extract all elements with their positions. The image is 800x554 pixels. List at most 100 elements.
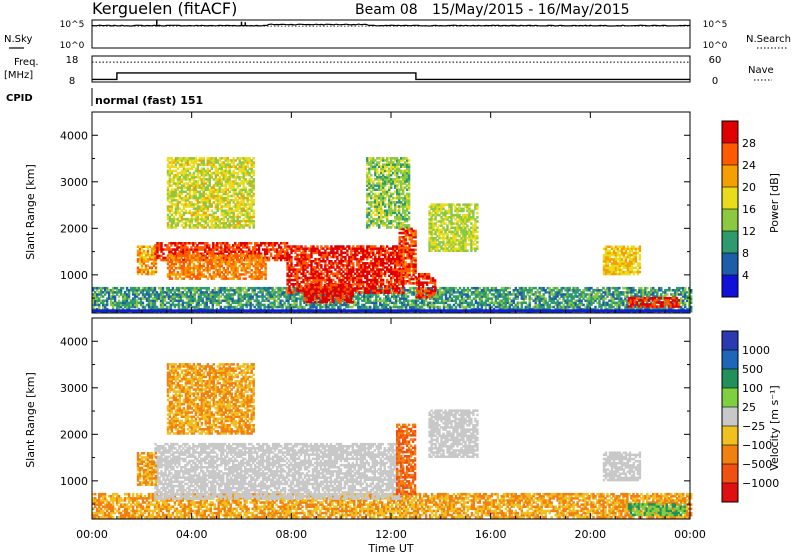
data-cell xyxy=(94,299,97,302)
data-cell xyxy=(191,289,195,292)
data-cell xyxy=(163,299,167,302)
data-cell xyxy=(227,297,230,300)
data-cell xyxy=(177,286,181,290)
data-cell xyxy=(125,299,129,302)
data-cell xyxy=(213,291,216,294)
data-cell xyxy=(151,289,155,292)
data-cell xyxy=(187,297,191,300)
data-cell xyxy=(345,283,349,287)
data-cell xyxy=(215,291,218,294)
data-cell xyxy=(187,289,191,292)
data-cell xyxy=(121,301,125,305)
frequency-line xyxy=(92,72,690,81)
data-cell xyxy=(165,295,169,298)
data-cell xyxy=(181,286,185,290)
data-cell xyxy=(169,299,173,302)
data-cell xyxy=(111,293,115,296)
data-cell xyxy=(133,286,137,290)
data-cell xyxy=(109,299,113,302)
data-cell xyxy=(129,303,133,307)
data-cell xyxy=(225,286,228,290)
data-cell xyxy=(141,303,145,307)
freq-units: [MHz] xyxy=(4,70,33,81)
data-cell xyxy=(127,307,131,311)
data-cell xyxy=(235,286,238,290)
data-cell xyxy=(233,305,236,309)
frequency-panel xyxy=(91,55,691,83)
data-cell xyxy=(135,289,139,292)
data-cell xyxy=(235,301,238,305)
data-cell xyxy=(153,291,157,294)
data-cell xyxy=(167,301,171,305)
data-cell xyxy=(191,293,195,296)
data-cell xyxy=(145,299,149,302)
data-cell xyxy=(201,291,204,294)
data-cell xyxy=(237,307,240,311)
data-cell xyxy=(133,305,137,309)
data-cell xyxy=(233,301,236,305)
data-cell xyxy=(98,303,101,307)
data-cell xyxy=(205,297,208,300)
data-cell xyxy=(133,299,137,302)
data-cell xyxy=(157,293,161,296)
data-cell xyxy=(199,291,202,294)
data-cell xyxy=(219,291,222,294)
data-cell xyxy=(147,286,151,290)
beam-label: Beam 08 xyxy=(355,2,418,18)
data-cell xyxy=(155,293,159,296)
data-cell xyxy=(203,291,206,294)
data-cell xyxy=(161,303,165,307)
data-cell xyxy=(193,293,197,296)
data-cell xyxy=(143,305,147,309)
data-cell xyxy=(187,286,191,290)
data-cell xyxy=(161,307,165,311)
data-cell xyxy=(153,305,157,309)
data-cell xyxy=(151,303,155,307)
data-cell xyxy=(170,277,174,280)
data-cell xyxy=(111,307,115,311)
data-cell xyxy=(115,307,119,311)
data-cell xyxy=(191,305,195,309)
data-cell xyxy=(104,286,107,290)
data-cell xyxy=(189,299,193,302)
data-cell xyxy=(135,305,139,309)
data-cell xyxy=(123,295,127,298)
data-cell xyxy=(197,297,200,300)
freq-label: Freq. xyxy=(14,57,39,68)
data-cell xyxy=(205,291,208,294)
data-cell xyxy=(123,297,127,300)
data-cell xyxy=(187,305,191,309)
data-cell xyxy=(129,289,133,292)
data-cell xyxy=(195,303,199,307)
data-cell xyxy=(125,301,129,305)
data-cell xyxy=(235,305,238,309)
data-cell xyxy=(141,307,145,311)
data-cell xyxy=(137,286,141,290)
data-cell xyxy=(508,286,511,290)
data-cell xyxy=(199,293,202,296)
data-cell xyxy=(227,299,230,302)
data-cell xyxy=(162,252,165,255)
data-cell xyxy=(207,286,210,290)
data-cell xyxy=(292,289,295,292)
data-cell xyxy=(213,297,216,300)
data-cell xyxy=(237,301,240,305)
data-cell xyxy=(109,297,113,300)
data-cell xyxy=(215,299,218,302)
data-cell xyxy=(117,301,121,305)
data-cell xyxy=(205,293,208,296)
data-cell xyxy=(195,301,199,305)
data-cell xyxy=(169,295,173,298)
data-cell xyxy=(139,297,143,300)
data-cell xyxy=(119,286,123,290)
data-cell xyxy=(113,297,117,300)
data-cell xyxy=(153,297,157,300)
data-cell xyxy=(169,307,173,311)
data-cell xyxy=(106,303,109,307)
data-cell xyxy=(205,286,208,290)
data-cell xyxy=(94,286,97,290)
data-cell xyxy=(204,254,207,257)
data-cell xyxy=(193,286,197,290)
data-cell xyxy=(187,291,191,294)
data-cell xyxy=(131,303,135,307)
